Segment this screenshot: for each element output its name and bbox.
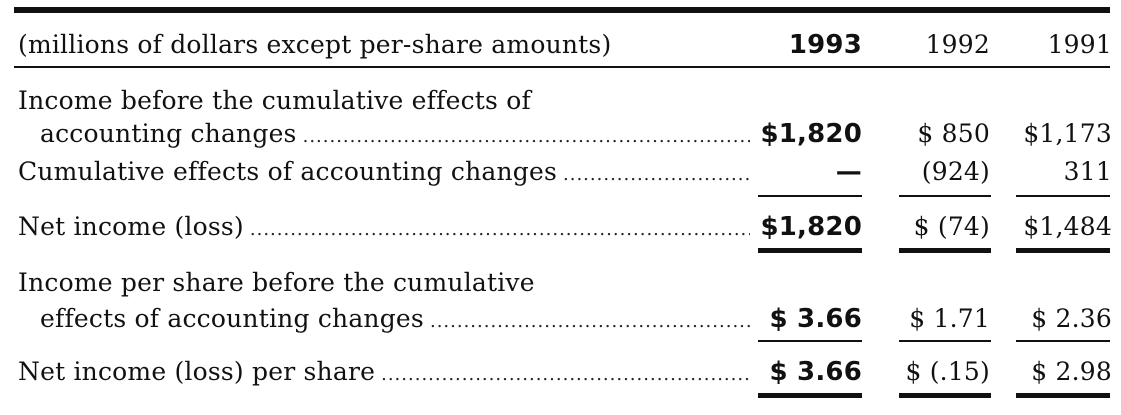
subtotal-underline-1991 xyxy=(1016,195,1110,197)
column-header-1993: 1993 xyxy=(788,30,862,60)
income-before-1991: $1,173 xyxy=(1023,119,1112,148)
table-caption: (millions of dollars except per-share am… xyxy=(18,30,612,59)
income-before-1993: $1,820 xyxy=(760,119,862,149)
leader-dots: ........................................… xyxy=(563,164,750,185)
row-income-before-label-line2: accounting changes .....................… xyxy=(40,119,750,152)
row-income-before-label-text: accounting changes xyxy=(40,119,297,148)
row-net-eps-label-text: Net income (loss) per share xyxy=(18,357,376,386)
column-header-1991: 1991 xyxy=(1047,30,1112,59)
row-net-eps-label: Net income (loss) per share ............… xyxy=(18,357,750,390)
row-eps-before-label-text: effects of accounting changes xyxy=(40,304,424,333)
total-underline-1991 xyxy=(1016,248,1110,253)
cumulative-effects-1991: 311 xyxy=(1063,157,1112,186)
leader-dots: ........................................… xyxy=(249,219,750,240)
eps-before-1992: $ 1.71 xyxy=(909,304,990,333)
net-income-1993: $1,820 xyxy=(760,212,862,242)
eps-total-underline-1992 xyxy=(899,393,991,398)
total-underline-1992 xyxy=(899,248,991,253)
subtotal-underline-1992 xyxy=(899,195,991,197)
cumulative-effects-1993: — xyxy=(835,157,862,187)
net-eps-1992: $ (.15) xyxy=(905,357,990,386)
row-net-income-label-text: Net income (loss) xyxy=(18,212,244,241)
eps-underline-1993 xyxy=(758,340,862,342)
net-eps-1991: $ 2.98 xyxy=(1031,357,1112,386)
income-before-1992: $ 850 xyxy=(917,119,990,148)
row-eps-before-label-line2: effects of accounting changes ..........… xyxy=(40,304,750,337)
header-rule xyxy=(14,66,1110,68)
net-income-1991: $1,484 xyxy=(1023,212,1112,241)
net-income-1992: $ (74) xyxy=(913,212,990,241)
top-rule xyxy=(14,7,1110,13)
net-eps-1993: $ 3.66 xyxy=(769,357,862,387)
eps-underline-1991 xyxy=(1016,340,1110,342)
eps-total-underline-1993 xyxy=(758,393,862,398)
column-header-1992: 1992 xyxy=(925,30,990,59)
subtotal-underline-1993 xyxy=(758,195,862,197)
total-underline-1993 xyxy=(758,248,862,253)
eps-total-underline-1991 xyxy=(1016,393,1110,398)
eps-before-1991: $ 2.36 xyxy=(1031,304,1112,333)
leader-dots: ........................................… xyxy=(381,364,750,385)
cumulative-effects-1992: (924) xyxy=(921,157,990,186)
row-income-before-label-line1: Income before the cumulative effects of xyxy=(18,86,531,115)
row-net-income-label: Net income (loss) ......................… xyxy=(18,212,750,245)
row-eps-before-label-line1: Income per share before the cumulative xyxy=(18,268,535,297)
leader-dots: ........................................… xyxy=(302,126,750,147)
eps-before-1993: $ 3.66 xyxy=(769,304,862,334)
eps-underline-1992 xyxy=(899,340,991,342)
leader-dots: ........................................… xyxy=(429,311,750,332)
row-cumulative-effects-label-text: Cumulative effects of accounting changes xyxy=(18,157,558,186)
row-cumulative-effects-label: Cumulative effects of accounting changes… xyxy=(18,157,750,190)
